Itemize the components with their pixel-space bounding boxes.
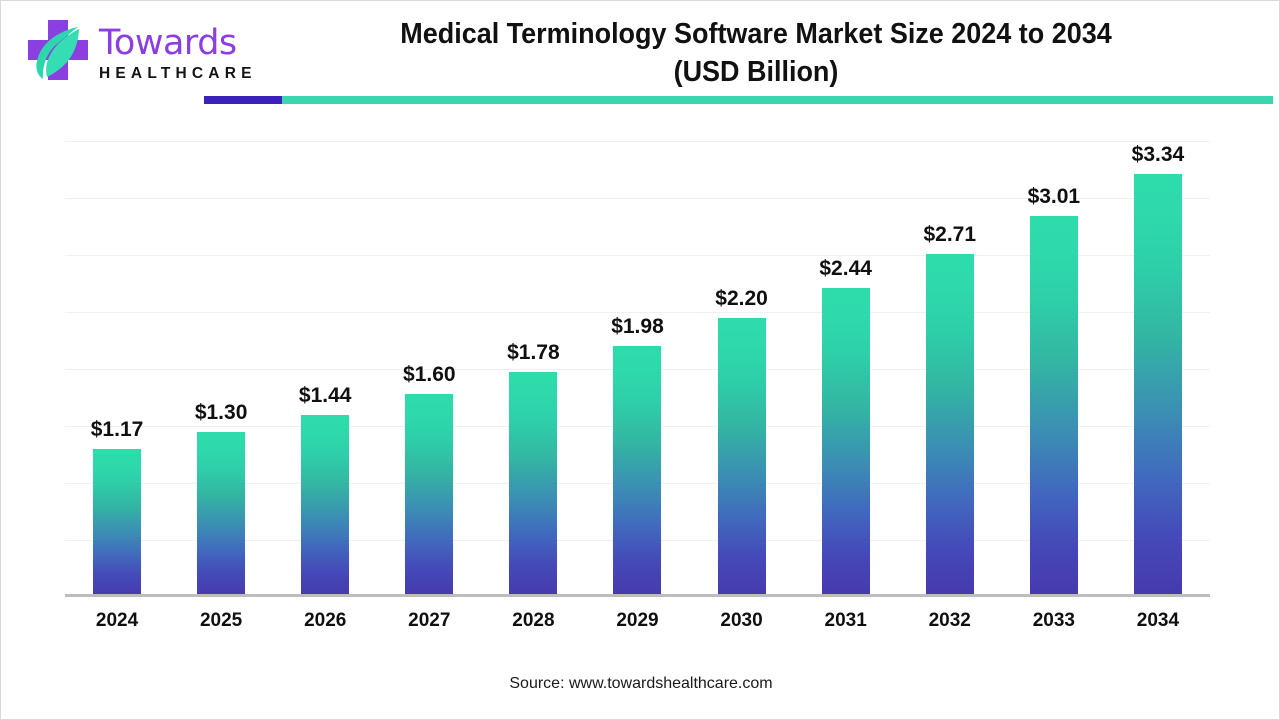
x-axis-line (65, 594, 1210, 597)
x-axis-label: 2032 (928, 610, 971, 631)
x-axis-label: 2027 (408, 610, 451, 631)
bar[interactable] (717, 318, 766, 597)
gridline (65, 312, 1210, 313)
x-axis-label: 2030 (720, 610, 763, 631)
bar-value-label: $2.71 (923, 222, 977, 246)
bar-group: $2.20 (690, 141, 794, 597)
bar-group: $1.17 (65, 141, 169, 597)
brand-name: Towards (99, 23, 237, 63)
x-axis-label: 2026 (304, 610, 347, 631)
bar-value-label: $1.17 (90, 417, 144, 441)
x-axis-label: 2029 (616, 610, 659, 631)
page-title: Medical Terminology Software Market Size… (324, 15, 1189, 91)
chart-header: Towards HEALTHCARE Medical Terminology S… (1, 1, 1280, 105)
bar[interactable] (301, 414, 350, 597)
bar-group: $1.60 (377, 141, 481, 597)
title-line-1: Medical Terminology Software Market Size… (400, 18, 1112, 50)
bar[interactable] (613, 346, 662, 597)
bar-group: $2.44 (794, 141, 898, 597)
bar-value-label: $1.60 (403, 363, 456, 387)
bar-value-label: $1.44 (298, 383, 352, 407)
source-caption: Source: www.towardshealthcare.com (509, 675, 773, 692)
bar[interactable] (1133, 173, 1182, 597)
bar[interactable] (405, 394, 454, 597)
bar[interactable] (93, 448, 142, 597)
bar-value-label: $1.30 (194, 401, 248, 425)
bar[interactable] (509, 371, 558, 597)
bar-group: $1.78 (481, 141, 585, 597)
x-axis-label: 2024 (95, 610, 139, 631)
bar-value-label: $3.34 (1131, 142, 1185, 166)
bar-group: $3.34 (1106, 141, 1210, 597)
gridline (65, 255, 1210, 256)
header-divider (204, 96, 1273, 104)
x-axis-label: 2034 (1136, 610, 1180, 631)
bar-value-label: $2.20 (715, 287, 768, 311)
bar-group: $3.01 (1002, 141, 1106, 597)
bar-group: $1.44 (273, 141, 377, 597)
bar-value-label: $1.78 (507, 340, 560, 364)
brand-tagline: HEALTHCARE (99, 65, 257, 82)
brand-logo[interactable]: Towards HEALTHCARE (17, 13, 257, 95)
bar-group: $1.30 (169, 141, 273, 597)
bar[interactable] (197, 432, 246, 597)
brand-wordmark: Towards HEALTHCARE (99, 23, 259, 84)
medical-cross-leaf-icon (21, 17, 95, 91)
header-divider-accent (204, 96, 282, 104)
x-axis-label: 2028 (512, 610, 555, 631)
bar-group: $2.71 (898, 141, 1002, 597)
bar[interactable] (821, 287, 870, 597)
bar[interactable] (925, 253, 974, 597)
gridline (65, 198, 1210, 199)
chart-plot-area: $1.17 $1.30 $1.44 $1.60 $1.78 $1.98 $2.20 $2.44… (65, 141, 1210, 597)
title-line-2: (USD Billion) (673, 56, 839, 88)
bar-value-label: $1.98 (611, 315, 664, 339)
gridline (65, 141, 1210, 142)
x-axis-label: 2031 (824, 610, 867, 631)
x-axis-label: 2025 (199, 610, 243, 631)
bar-value-label: $2.44 (819, 256, 872, 280)
x-axis-label: 2033 (1032, 610, 1075, 631)
bar[interactable] (1029, 215, 1078, 597)
bar-value-label: $3.01 (1027, 184, 1081, 208)
bar-group: $1.98 (585, 141, 689, 597)
